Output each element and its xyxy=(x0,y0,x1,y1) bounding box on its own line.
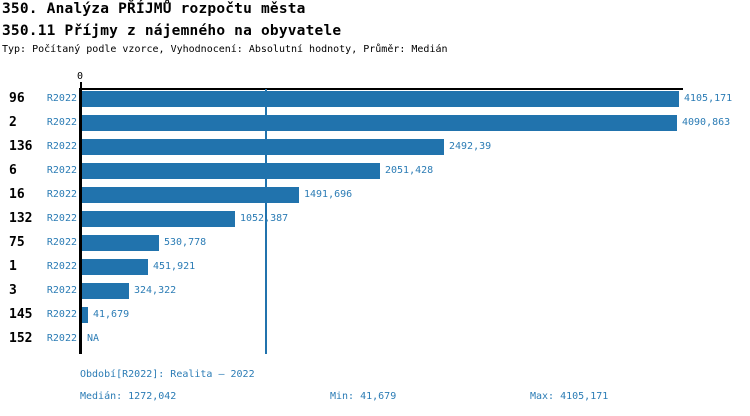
row-id-label: 132 xyxy=(9,211,33,226)
footer-median-label: Medián: 1272,042 xyxy=(80,391,177,402)
row-period-label: R2022 xyxy=(46,213,77,224)
bar-value-label: 451,921 xyxy=(153,261,196,272)
bar xyxy=(82,187,299,203)
bar xyxy=(82,139,444,155)
row-period-label: R2022 xyxy=(46,333,77,344)
bar-row: 75 R2022 530,778 xyxy=(0,235,750,251)
bar-row: 3 R2022 324,322 xyxy=(0,283,750,299)
bar-row: 136 R2022 2492,39 xyxy=(0,139,750,155)
row-id-label: 2 xyxy=(9,115,17,130)
row-id-label: 16 xyxy=(9,187,25,202)
footer-period-label: Období[R2022]: Realita – 2022 xyxy=(80,369,255,380)
row-period-label: R2022 xyxy=(46,117,77,128)
bar-row: 96 R2022 4105,171 xyxy=(0,91,750,107)
bar xyxy=(82,259,148,275)
bar-value-label: 1052,387 xyxy=(240,213,289,224)
bar-row: 145 R2022 41,679 xyxy=(0,307,750,323)
bar-row: 6 R2022 2051,428 xyxy=(0,163,750,179)
chart-meta-line: Typ: Počítaný podle vzorce, Vyhodnocení:… xyxy=(2,44,448,55)
row-period-label: R2022 xyxy=(46,165,77,176)
bar xyxy=(82,283,129,299)
row-id-label: 152 xyxy=(9,331,33,346)
row-period-label: R2022 xyxy=(46,189,77,200)
bar xyxy=(82,307,88,323)
row-id-label: 145 xyxy=(9,307,33,322)
row-period-label: R2022 xyxy=(46,93,77,104)
bar-value-label: 4105,171 xyxy=(684,93,733,104)
bar xyxy=(82,235,159,251)
bar-value-label: 2492,39 xyxy=(449,141,492,152)
chart-title: 350.11 Příjmy z nájemného na obyvatele xyxy=(2,23,342,39)
row-id-label: 75 xyxy=(9,235,25,250)
bar-row: 1 R2022 451,921 xyxy=(0,259,750,275)
bar-row: 132 R2022 1052,387 xyxy=(0,211,750,227)
x-axis-line xyxy=(81,88,683,90)
bar xyxy=(82,211,235,227)
bar-value-label: 530,778 xyxy=(164,237,207,248)
bar xyxy=(82,115,677,131)
x-axis-zero-label: 0 xyxy=(76,71,84,82)
bar-value-label: 324,322 xyxy=(134,285,177,296)
footer-min-label: Min: 41,679 xyxy=(330,391,397,402)
page-title: 350. Analýza PŘÍJMŮ rozpočtu města xyxy=(2,1,306,17)
bar-value-label: 1491,696 xyxy=(304,189,353,200)
median-line xyxy=(265,89,267,354)
bar-row: 2 R2022 4090,863 xyxy=(0,115,750,131)
footer-max-label: Max: 4105,171 xyxy=(530,391,609,402)
row-id-label: 3 xyxy=(9,283,17,298)
y-axis-line xyxy=(79,88,82,354)
row-id-label: 96 xyxy=(9,91,25,106)
bar-value-label: 2051,428 xyxy=(385,165,434,176)
row-period-label: R2022 xyxy=(46,285,77,296)
row-id-label: 1 xyxy=(9,259,17,274)
bar xyxy=(82,91,679,107)
bar xyxy=(82,163,380,179)
row-period-label: R2022 xyxy=(46,237,77,248)
row-period-label: R2022 xyxy=(46,261,77,272)
bar-value-label: 41,679 xyxy=(93,309,130,320)
row-period-label: R2022 xyxy=(46,309,77,320)
bar-row: 152 R2022 NA xyxy=(0,331,750,347)
x-axis-tick xyxy=(80,82,82,92)
bar-row: 16 R2022 1491,696 xyxy=(0,187,750,203)
row-id-label: 136 xyxy=(9,139,33,154)
row-id-label: 6 xyxy=(9,163,17,178)
row-period-label: R2022 xyxy=(46,141,77,152)
bar-value-label: 4090,863 xyxy=(682,117,731,128)
bar-value-label: NA xyxy=(87,333,100,344)
